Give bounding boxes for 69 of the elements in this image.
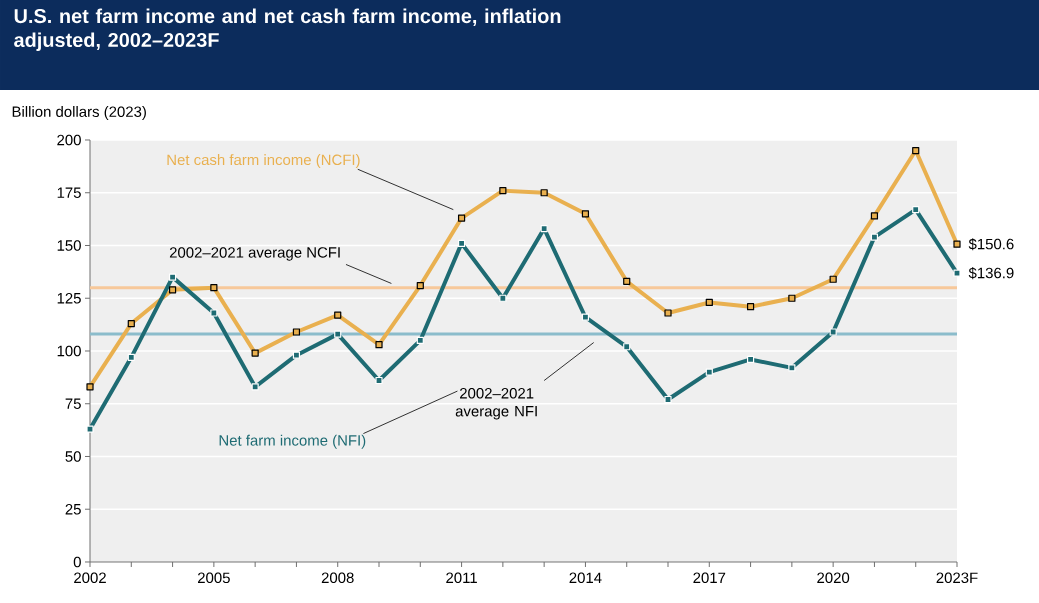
point [540,225,548,233]
data-label: $136.9 [968,267,1014,280]
point [127,319,135,328]
y-tick-label: 50 [65,451,81,462]
y-tick-label: 75 [65,398,81,409]
point [953,269,961,277]
point [251,349,259,357]
point [375,376,383,385]
data-label: $150.6 [968,238,1014,251]
point [623,277,631,285]
point [870,212,879,220]
point [705,298,713,307]
point [953,240,961,248]
point [127,353,135,361]
point [457,214,466,222]
point [292,328,301,336]
point [210,309,218,317]
point [292,351,301,359]
point [416,281,424,290]
point [457,239,466,247]
x-tick-label: 2011 [446,572,477,584]
point [334,330,342,338]
point [581,210,590,218]
point [499,294,507,302]
point [540,189,548,197]
point [705,368,713,376]
x-tick-label: 2014 [569,572,602,584]
point [746,355,755,364]
x-tick-label: 2020 [817,572,850,584]
y-tick-label: 125 [57,292,81,304]
x-tick-label: 2008 [321,572,354,584]
y-tick-label: 0 [73,556,81,568]
point [375,341,383,349]
ref-line-label: 2002–2021 average NCFI [169,247,340,261]
y-tick-label: 25 [65,503,81,515]
point [829,328,837,336]
point [912,206,920,214]
point [664,395,672,404]
point [499,187,507,195]
y-tick-label: 150 [57,240,81,251]
y-tick-label: 175 [57,187,81,198]
y-axis-title: Billion dollars (2023) [12,106,146,120]
x-tick-label: 2023F [936,572,978,584]
chart-title: U.S. net farm income and net cash farm income, inflation adjusted, 2002–2023F [14,8,561,51]
text: Net cash farm income (NCFI) [167,154,360,169]
point [870,233,879,241]
point [746,303,755,311]
point [788,364,796,372]
point [251,383,259,391]
x-tick-label: 2017 [693,572,726,584]
y-tick-label: 100 [57,345,81,357]
point [86,383,94,391]
y-tick-label: 200 [57,134,81,146]
point [788,294,796,302]
point [664,309,672,317]
text: Net farm income (NFI) [219,434,366,449]
point [829,275,837,283]
x-tick-label: 2002 [74,572,106,584]
point [623,343,631,351]
point [581,313,590,321]
point [168,286,177,294]
point [334,311,342,319]
x-tick-label: 2005 [197,572,230,584]
point [168,273,177,281]
point [912,146,920,155]
ref-line-label: 2002–2021 average NFI [455,388,537,420]
point [86,425,94,433]
point [210,284,218,292]
point [416,336,424,345]
